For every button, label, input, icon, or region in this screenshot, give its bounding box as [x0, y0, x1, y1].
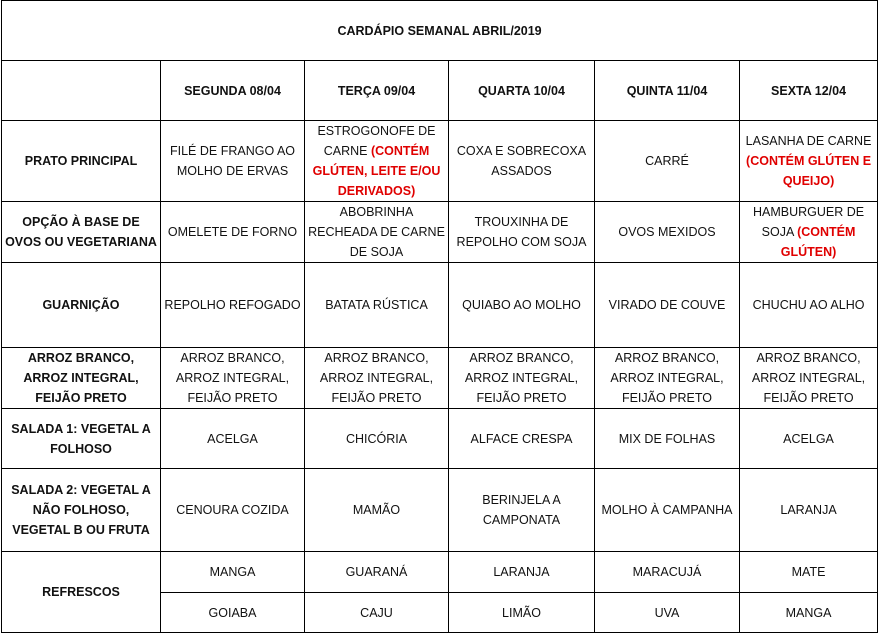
dish-text: ARROZ BRANCO, ARROZ INTEGRAL, FEIJÃO PRE…: [751, 351, 866, 405]
dish-text: OMELETE DE FORNO: [167, 225, 298, 239]
drink-cell: LARANJA: [448, 551, 595, 593]
dish-text: OVOS MEXIDOS: [618, 225, 716, 239]
menu-cell: ACELGA: [738, 408, 879, 469]
menu-cell: VIRADO DE COUVE: [594, 262, 740, 348]
menu-cell: ACELGA: [160, 408, 305, 469]
row-label: PRATO PRINCIPAL: [1, 120, 161, 202]
dish-text: ACELGA: [207, 431, 258, 446]
table-row: OPÇÃO À BASE DE OVOS OU VEGETARIANA OMELE…: [1, 201, 879, 263]
allergen-warning: (CONTÉM GLÚTEN E QUEIJO): [746, 154, 872, 188]
dish-text: ACELGA: [783, 431, 834, 446]
menu-cell: CENOURA COZIDA: [160, 468, 305, 552]
table-row: SALADA 2: VEGETAL A NÃO FOLHOSO, VEGETAL…: [1, 468, 879, 552]
table-row-refrescos: GOIABA CAJU LIMÃO UVA MANGA: [2, 592, 879, 633]
table-row: SALADA 1: VEGETAL A FOLHOSO ACELGA CHICÓRI…: [1, 408, 879, 469]
dish-text: ARROZ BRANCO, ARROZ INTEGRAL, FEIJÃO PRE…: [464, 351, 579, 405]
dish-text: ABOBRINHA RECHEADA DE CARNE DE SOJA: [308, 205, 445, 259]
row-label: SALADA 2: VEGETAL A NÃO FOLHOSO, VEGETAL…: [1, 468, 161, 552]
menu-cell: REPOLHO REFOGADO: [160, 262, 305, 348]
menu-cell: TROUXINHA DE REPOLHO COM SOJA: [448, 201, 595, 263]
menu-cell: BATATA RÚSTICA: [304, 262, 449, 348]
drink-cell: MANGA: [160, 551, 305, 593]
dish-text: BATATA RÚSTICA: [325, 298, 428, 312]
table-row: GUARNIÇÃO REPOLHO REFOGADO BATATA RÚSTICA Q…: [1, 262, 879, 348]
drink-cell: LIMÃO: [448, 592, 595, 633]
dish-text: HAMBURGUER DE SOJA: [752, 205, 865, 239]
menu-cell: MOLHO À CAMPANHA: [594, 468, 740, 552]
dish-text: ARROZ BRANCO, ARROZ INTEGRAL, FEIJÃO PRE…: [319, 351, 434, 405]
menu-cell: LARANJA: [738, 468, 879, 552]
menu-cell: ARROZ BRANCO, ARROZ INTEGRAL, FEIJÃO PRE…: [160, 347, 305, 409]
dish-text: REPOLHO REFOGADO: [164, 298, 301, 312]
day-header: SEXTA 12/04: [738, 60, 879, 121]
drink-cell: MANGA: [738, 592, 879, 633]
menu-cell: CHUCHU AO ALHO: [738, 262, 879, 348]
row-label: REFRESCOS: [1, 551, 161, 633]
table-row: ARROZ BRANCO, ARROZ INTEGRAL, FEIJÃO PRE…: [1, 347, 879, 409]
menu-cell: ABOBRINHA RECHEADA DE CARNE DE SOJA: [304, 201, 449, 263]
dish-text: QUIABO AO MOLHO: [462, 298, 581, 312]
menu-title: CARDÁPIO SEMANAL ABRIL/2019: [0, 0, 879, 61]
allergen-warning: (CONTÉM GLÚTEN): [780, 225, 856, 259]
dish-text: BERINJELA A CAMPONATA: [482, 493, 561, 527]
row-label: SALADA 1: VEGETAL A FOLHOSO: [1, 408, 161, 469]
dish-text: LARANJA: [780, 503, 837, 517]
dish-text: COXA E SOBRECOXA ASSADOS: [456, 144, 587, 178]
menu-cell: QUIABO AO MOLHO: [448, 262, 595, 348]
table-row-refrescos: REFRESCOS MANGA GUARANÁ LARANJA MARACUJÁ MATE: [1, 551, 879, 633]
dish-text: FILÉ DE FRANGO AO MOLHO DE ERVAS: [169, 144, 296, 178]
dish-text: CARRÉ: [645, 154, 689, 168]
dish-text: LASANHA DE CARNE: [745, 134, 872, 148]
allergen-warning: (CONTÉM GLÚTEN, LEITE E/OU DERIVADOS): [312, 144, 441, 198]
drink-cell: UVA: [594, 592, 740, 633]
menu-cell: FILÉ DE FRANGO AO MOLHO DE ERVAS: [160, 120, 305, 202]
day-header: QUARTA 10/04: [448, 60, 595, 121]
menu-cell: ESTROGONOFE DE CARNE (CONTÉM GLÚTEN, LEI…: [304, 120, 449, 202]
drink-cell: GOIABA: [160, 592, 305, 633]
dish-text: VIRADO DE COUVE: [608, 298, 726, 312]
title-row: CARDÁPIO SEMANAL ABRIL/2019: [0, 0, 879, 61]
day-header: TERÇA 09/04: [304, 60, 449, 121]
menu-cell: BERINJELA A CAMPONATA: [448, 468, 595, 552]
menu-cell: ARROZ BRANCO, ARROZ INTEGRAL, FEIJÃO PRE…: [304, 347, 449, 409]
row-label: GUARNIÇÃO: [1, 262, 161, 348]
drink-cell: GUARANÁ: [304, 551, 449, 593]
header-row: SEGUNDA 08/04 TERÇA 09/04 QUARTA 10/04 QUIN…: [1, 60, 879, 121]
corner-cell: [1, 60, 161, 121]
menu-cell: ALFACE CRESPA: [448, 408, 595, 469]
menu-cell: ARROZ BRANCO, ARROZ INTEGRAL, FEIJÃO PRE…: [448, 347, 595, 409]
dish-text: CENOURA COZIDA: [176, 503, 289, 517]
dish-text: MAMÃO: [352, 503, 401, 517]
dish-text: ARROZ BRANCO, ARROZ INTEGRAL, FEIJÃO PRE…: [175, 351, 290, 405]
row-label: OPÇÃO À BASE DE OVOS OU VEGETARIANA: [1, 201, 161, 263]
day-header: QUINTA 11/04: [594, 60, 740, 121]
menu-cell: LASANHA DE CARNE (CONTÉM GLÚTEN E QUEIJO…: [738, 120, 879, 202]
menu-cell: ARROZ BRANCO, ARROZ INTEGRAL, FEIJÃO PRE…: [738, 347, 879, 409]
menu-cell: MAMÃO: [304, 468, 449, 552]
dish-text: ESTROGONOFE DE CARNE: [317, 124, 436, 158]
drink-cell: MARACUJÁ: [594, 551, 740, 593]
dish-text: ARROZ BRANCO, ARROZ INTEGRAL, FEIJÃO PRE…: [610, 351, 724, 405]
menu-cell: HAMBURGUER DE SOJA (CONTÉM GLÚTEN): [738, 201, 879, 263]
menu-cell: OMELETE DE FORNO: [160, 201, 305, 263]
drink-cell: MATE: [738, 551, 879, 593]
drink-cell: CAJU: [304, 592, 449, 633]
menu-cell: OVOS MEXIDOS: [594, 201, 740, 263]
dish-text: MIX DE FOLHAS: [618, 431, 716, 446]
dish-text: TROUXINHA DE REPOLHO COM SOJA: [456, 215, 587, 249]
menu-cell: CARRÉ: [594, 120, 740, 202]
menu-cell: MIX DE FOLHAS: [594, 408, 740, 469]
dish-text: CHICÓRIA: [345, 431, 408, 446]
day-header: SEGUNDA 08/04: [160, 60, 305, 121]
table-row: PRATO PRINCIPAL FILÉ DE FRANGO AO MOLHO D…: [1, 120, 879, 202]
dish-text: MOLHO À CAMPANHA: [601, 503, 733, 517]
dish-text: ALFACE CRESPA: [470, 431, 573, 446]
dish-text: CHUCHU AO ALHO: [752, 298, 865, 312]
menu-cell: ARROZ BRANCO, ARROZ INTEGRAL, FEIJÃO PRE…: [594, 347, 740, 409]
row-label: ARROZ BRANCO, ARROZ INTEGRAL, FEIJÃO PRE…: [1, 347, 161, 409]
menu-cell: CHICÓRIA: [304, 408, 449, 469]
menu-cell: COXA E SOBRECOXA ASSADOS: [448, 120, 595, 202]
